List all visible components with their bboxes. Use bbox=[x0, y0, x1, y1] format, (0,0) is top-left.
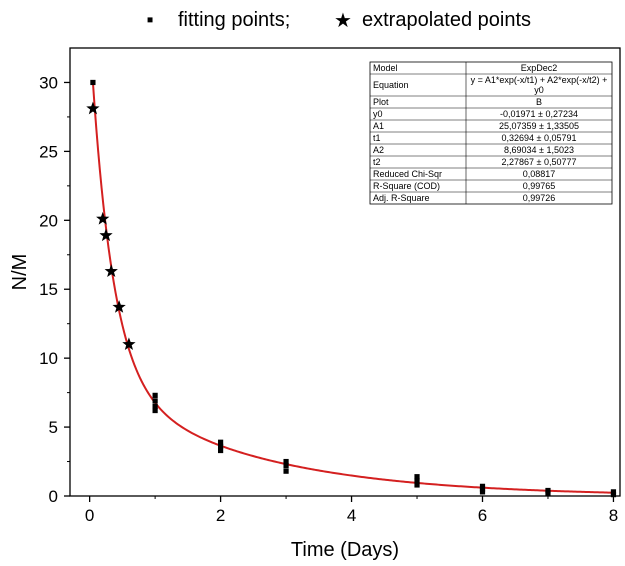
stats-row-value: 0,32694 ± 0,05791 bbox=[501, 133, 576, 143]
x-tick-label: 2 bbox=[216, 506, 225, 525]
stats-row-label: Equation bbox=[373, 80, 409, 90]
fitting-point bbox=[217, 439, 224, 445]
fitting-point bbox=[90, 79, 96, 86]
stats-row-label: t1 bbox=[373, 133, 381, 143]
legend-label-fitting: fitting points; bbox=[178, 9, 290, 31]
stats-row-label: Plot bbox=[373, 97, 389, 107]
extrapolated-point bbox=[122, 337, 136, 351]
fitting-point bbox=[283, 463, 289, 469]
fitting-point bbox=[152, 398, 158, 404]
x-tick-label: 6 bbox=[478, 506, 487, 525]
y-tick-label: 20 bbox=[39, 211, 58, 230]
fitting-point bbox=[152, 403, 158, 409]
fitting-point bbox=[152, 407, 158, 414]
extrapolated-point bbox=[99, 228, 113, 242]
stats-row-label: R-Square (COD) bbox=[373, 181, 440, 191]
y-axis-title: N/M bbox=[9, 254, 31, 291]
legend-star-icon: ★ bbox=[334, 10, 352, 32]
extrapolated-point bbox=[96, 211, 110, 225]
stats-row-value: 0,99765 bbox=[523, 181, 556, 191]
fitting-point bbox=[283, 468, 289, 474]
stats-row-value: y = A1*exp(-x/t1) + A2*exp(-x/t2) + y0 bbox=[471, 75, 608, 95]
fitting-point bbox=[414, 482, 420, 488]
x-tick-label: 4 bbox=[347, 506, 356, 525]
x-axis-title: Time (Days) bbox=[291, 539, 399, 561]
x-tick-label: 8 bbox=[609, 506, 618, 525]
stats-row-value: -0,01971 ± 0,27234 bbox=[500, 109, 578, 119]
stats-row-label: Model bbox=[373, 63, 398, 73]
fitting-point bbox=[545, 490, 551, 496]
extrapolated-point bbox=[86, 101, 100, 115]
plot-frame bbox=[69, 47, 621, 497]
legend-label-extrapolated: extrapolated points bbox=[362, 9, 531, 31]
extrapolated-point bbox=[104, 264, 118, 277]
stats-row-label: A1 bbox=[373, 121, 384, 131]
y-tick-label: 30 bbox=[39, 73, 58, 92]
stats-row-label: Reduced Chi-Sqr bbox=[373, 169, 442, 179]
stats-row-value: ExpDec2 bbox=[521, 63, 558, 73]
legend-square-icon: ▪ bbox=[146, 9, 153, 31]
stats-row-label: Adj. R-Square bbox=[373, 193, 430, 203]
stats-row-value: 0,99726 bbox=[523, 193, 556, 203]
fitting-point bbox=[414, 478, 420, 484]
fitting-point bbox=[479, 489, 486, 495]
fit-curve bbox=[91, 82, 614, 494]
fitting-point bbox=[217, 447, 224, 454]
fitting-point bbox=[152, 392, 158, 398]
fitting-point bbox=[479, 483, 486, 489]
stats-row-value: B bbox=[536, 97, 542, 107]
y-tick-label: 25 bbox=[39, 142, 58, 161]
stats-row-value: 8,69034 ± 1,5023 bbox=[504, 145, 574, 155]
fitting-point bbox=[414, 474, 420, 480]
fitting-point bbox=[610, 492, 617, 498]
y-tick-label: 15 bbox=[39, 280, 58, 299]
stats-row-label: t2 bbox=[373, 157, 381, 167]
y-tick-label: 0 bbox=[49, 487, 58, 506]
y-tick-label: 5 bbox=[49, 418, 58, 437]
y-tick-label: 10 bbox=[39, 349, 58, 368]
stats-row-value: 2,27867 ± 0,50777 bbox=[501, 157, 576, 167]
fitting-point bbox=[610, 489, 617, 495]
stats-row-label: y0 bbox=[373, 109, 383, 119]
fitting-point bbox=[283, 458, 289, 465]
stats-row-value: 0,08817 bbox=[523, 169, 556, 179]
stats-row-label: A2 bbox=[373, 145, 384, 155]
fitting-point bbox=[545, 487, 551, 494]
fitting-point bbox=[217, 443, 224, 449]
fitting-point bbox=[479, 486, 486, 492]
stats-row-value: 25,07359 ± 1,33505 bbox=[499, 121, 579, 131]
extrapolated-point bbox=[112, 300, 126, 313]
stats-table bbox=[369, 61, 613, 205]
x-tick-label: 0 bbox=[85, 506, 94, 525]
